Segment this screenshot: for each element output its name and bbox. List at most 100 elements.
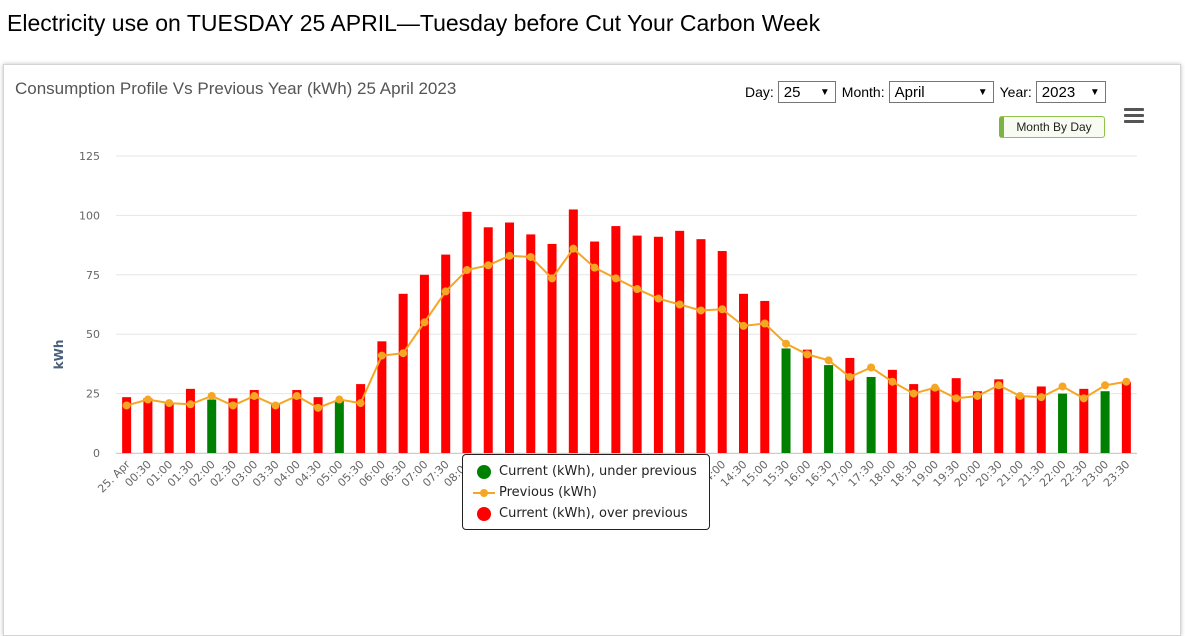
- bar-over-previous: [611, 226, 621, 453]
- bar-over-previous: [1121, 381, 1131, 453]
- legend-item-under[interactable]: Current (kWh), under previous: [473, 461, 699, 482]
- year-select[interactable]: 2023 ▼: [1035, 81, 1106, 103]
- day-label: Day:: [745, 84, 774, 100]
- bar-over-previous: [590, 241, 600, 453]
- previous-point: [314, 403, 323, 412]
- previous-point: [569, 244, 578, 253]
- bar-over-previous: [185, 388, 195, 453]
- y-tick-label: 25: [86, 388, 100, 401]
- previous-point: [930, 383, 939, 392]
- bar-over-previous: [675, 230, 685, 453]
- bar-over-previous: [228, 398, 238, 453]
- chevron-down-icon: ▼: [1089, 86, 1100, 98]
- previous-line: [126, 247, 1127, 409]
- bar-over-previous: [462, 211, 472, 453]
- bar-over-previous: [505, 222, 515, 453]
- legend-label-under: Current (kWh), under previous: [499, 464, 697, 479]
- previous-point: [292, 391, 301, 400]
- previous-point: [867, 363, 876, 372]
- bar-under-previous: [334, 400, 344, 453]
- bar-over-previous: [632, 235, 642, 453]
- bar-over-previous: [887, 369, 897, 453]
- previous-point: [782, 339, 791, 348]
- previous-point: [675, 300, 684, 309]
- previous-point: [633, 285, 642, 294]
- previous-point: [654, 294, 663, 303]
- bar-over-previous: [760, 300, 770, 453]
- bar-under-previous: [824, 365, 834, 453]
- previous-point: [356, 399, 365, 408]
- previous-point: [611, 274, 620, 283]
- previous-point: [718, 305, 727, 314]
- month-select[interactable]: April ▼: [888, 81, 994, 103]
- previous-point: [1101, 381, 1110, 390]
- bar-over-previous: [994, 379, 1004, 453]
- y-tick-label: 75: [86, 269, 100, 282]
- hamburger-menu-icon[interactable]: [1124, 108, 1144, 124]
- previous-point: [1122, 377, 1131, 386]
- previous-point: [696, 306, 705, 315]
- day-select-value: 25: [783, 83, 801, 101]
- previous-point: [207, 391, 216, 400]
- bar-over-previous: [972, 391, 982, 453]
- previous-point: [526, 252, 535, 261]
- bar-over-previous: [738, 293, 748, 453]
- bar-over-previous: [802, 349, 812, 453]
- bar-over-previous: [526, 234, 536, 453]
- chevron-down-icon: ▼: [977, 86, 988, 98]
- y-axis-label: kWh: [52, 340, 66, 370]
- chart-legend: Current (kWh), under previous Previous (…: [462, 454, 710, 530]
- y-tick-label: 125: [79, 150, 100, 163]
- chart-title: Consumption Profile Vs Previous Year (kW…: [15, 79, 457, 98]
- bar-under-previous: [1100, 391, 1110, 453]
- bar-over-previous: [930, 387, 940, 453]
- day-select[interactable]: 25 ▼: [777, 81, 836, 103]
- previous-point: [399, 349, 408, 358]
- legend-item-over[interactable]: Current (kWh), over previous: [473, 503, 699, 524]
- previous-point: [590, 263, 599, 272]
- year-select-value: 2023: [1041, 83, 1076, 101]
- bar-over-previous: [845, 357, 855, 453]
- previous-point: [548, 274, 557, 283]
- bar-under-previous: [866, 376, 876, 453]
- previous-point: [994, 381, 1003, 390]
- previous-point: [1079, 394, 1088, 403]
- bar-under-previous: [781, 348, 791, 453]
- chevron-down-icon: ▼: [819, 86, 830, 98]
- bar-over-previous: [1079, 388, 1089, 453]
- legend-item-previous[interactable]: Previous (kWh): [473, 482, 699, 503]
- y-tick-label: 50: [86, 328, 100, 341]
- bar-over-previous: [249, 390, 259, 453]
- previous-point: [228, 401, 237, 410]
- bar-over-previous: [1036, 386, 1046, 453]
- bar-over-previous: [568, 209, 578, 453]
- previous-point: [420, 318, 429, 327]
- previous-point: [462, 266, 471, 275]
- bar-over-previous: [398, 293, 408, 453]
- previous-point: [143, 395, 152, 404]
- previous-point: [335, 395, 344, 404]
- month-label: Month:: [841, 84, 885, 100]
- bar-over-previous: [717, 251, 727, 453]
- y-tick-label: 100: [79, 209, 100, 222]
- legend-label-previous: Previous (kWh): [499, 485, 597, 500]
- previous-point: [739, 321, 748, 330]
- legend-label-over: Current (kWh), over previous: [499, 506, 688, 521]
- page-heading: Electricity use on TUESDAY 25 APRIL—Tues…: [7, 10, 821, 36]
- year-label: Year:: [999, 84, 1032, 100]
- previous-point: [165, 399, 174, 408]
- bar-over-previous: [122, 397, 132, 453]
- y-tick-label: 0: [93, 447, 100, 460]
- previous-point: [122, 401, 131, 410]
- previous-point: [909, 389, 918, 398]
- bar-over-previous: [909, 384, 919, 453]
- previous-point: [271, 401, 280, 410]
- bar-over-previous: [696, 239, 706, 453]
- previous-point: [760, 319, 769, 328]
- previous-point: [803, 350, 812, 359]
- bar-over-previous: [292, 390, 302, 453]
- month-by-day-button[interactable]: Month By Day: [999, 116, 1105, 138]
- bar-over-previous: [164, 403, 174, 453]
- previous-point: [845, 372, 854, 381]
- previous-point: [186, 400, 195, 409]
